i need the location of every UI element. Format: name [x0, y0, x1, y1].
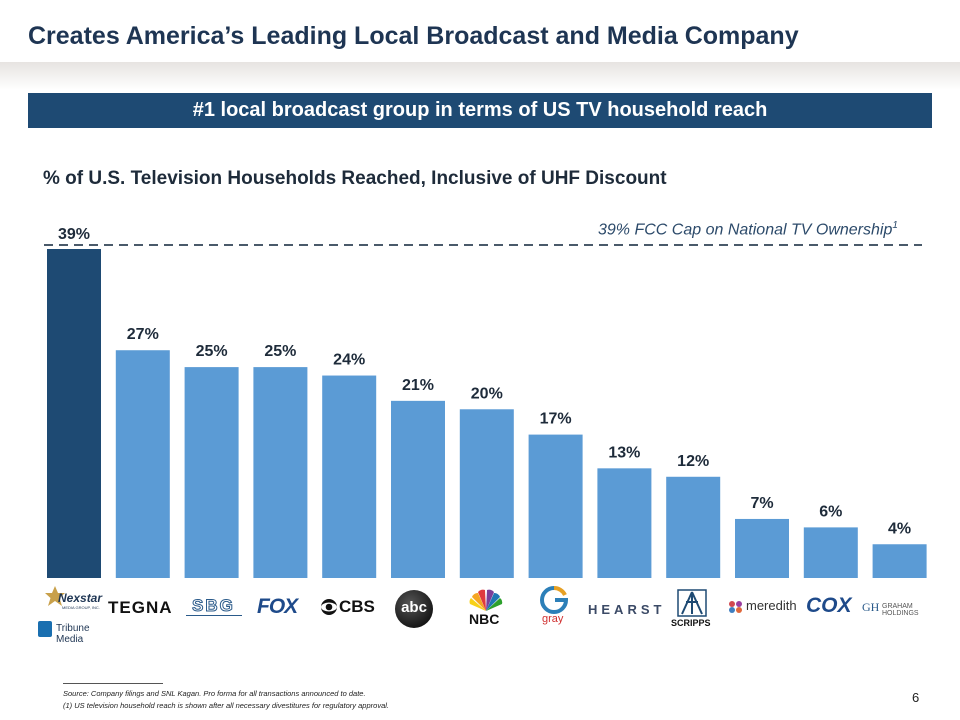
bar-0 [47, 249, 101, 578]
bar-9 [666, 476, 721, 578]
bar-6 [459, 409, 514, 578]
tribune-logo-text: Tribune Media [56, 623, 90, 645]
headline-banner: #1 local broadcast group in terms of US … [28, 93, 932, 128]
meredith-mark-icon [729, 601, 742, 613]
sbg-logo-text: SBG [192, 596, 235, 616]
fox-logo: FOX [257, 595, 298, 618]
page-number: 6 [912, 690, 920, 705]
bar-label-10: 7% [750, 495, 773, 512]
graham-holdings-logo: GH GRAHAM HOLDINGS [862, 600, 938, 617]
graham-holdings-mark: GH [862, 600, 880, 614]
source-note: Source: Company filings and SNL Kagan. P… [63, 689, 366, 698]
bar-label-5: 21% [402, 377, 434, 394]
nexstar-star-icon [45, 586, 65, 606]
tegna-logo: TEGNA [108, 598, 173, 617]
page-title: Creates America’s Leading Local Broadcas… [28, 22, 799, 50]
bar-label-6: 20% [471, 385, 503, 402]
bar-label-3: 25% [264, 343, 296, 360]
scripps-lighthouse-icon [677, 589, 707, 617]
bar-7 [528, 434, 583, 578]
bar-1 [115, 350, 170, 578]
meredith-logo: meredith [728, 598, 800, 616]
scripps-logo: SCRIPPS [670, 588, 714, 630]
cbs-logo: CBS [320, 597, 378, 619]
tribune-logo: Tribune Media [38, 621, 118, 645]
sbg-logo: SBG [186, 596, 244, 618]
chart-title: % of U.S. Television Households Reached,… [43, 168, 667, 189]
nexstar-logo-text: Nexstar [58, 591, 103, 605]
bar-label-8: 13% [608, 444, 640, 461]
bar-2 [184, 367, 239, 578]
bar-3 [253, 367, 308, 578]
gray-logo: gray [538, 585, 570, 628]
bar-label-9: 12% [677, 453, 709, 470]
fcc-cap-footnote-marker: 1 [892, 220, 898, 231]
bar-4 [322, 375, 377, 578]
nbc-logo: NBC [466, 589, 506, 629]
hearst-logo: HEARST [588, 602, 666, 617]
bar-11 [803, 527, 858, 578]
nbc-logo-text: NBC [469, 611, 500, 627]
nbc-peacock-icon [469, 589, 503, 611]
title-shadow [0, 62, 960, 90]
bar-label-11: 6% [819, 503, 842, 520]
bar-10 [735, 518, 789, 578]
bar-8 [597, 468, 652, 578]
bar-5 [391, 400, 445, 578]
nexstar-logo: Nexstar MEDIA GROUP, INC. [44, 585, 104, 613]
fcc-cap-label: 39% FCC Cap on National TV Ownership1 [598, 220, 898, 239]
footnote-1: (1) US television household reach is sho… [63, 701, 389, 710]
bar-label-2: 25% [196, 343, 228, 360]
sbg-logo-underline [186, 615, 242, 616]
footnote-divider [63, 683, 163, 684]
tribune-t-icon [38, 621, 52, 637]
meredith-logo-text: meredith [746, 598, 797, 613]
nexstar-logo-subtext: MEDIA GROUP, INC. [62, 605, 100, 610]
abc-logo-text: abc [401, 599, 427, 616]
bar-label-12: 4% [888, 520, 911, 537]
cbs-eye-icon [321, 599, 337, 615]
fcc-cap-text: 39% FCC Cap on National TV Ownership [598, 221, 893, 239]
bar-label-7: 17% [540, 411, 572, 428]
graham-holdings-text: GRAHAM HOLDINGS [882, 603, 919, 617]
bar-label-1: 27% [127, 326, 159, 343]
cox-logo: COX [806, 594, 852, 617]
scripps-logo-text: SCRIPPS [671, 618, 711, 628]
bar-label-0: 39% [58, 226, 90, 243]
bar-12 [872, 544, 927, 578]
abc-logo: abc [395, 590, 433, 628]
cbs-logo-text: CBS [339, 597, 375, 616]
gray-logo-text: gray [542, 613, 564, 625]
bar-label-4: 24% [333, 352, 365, 369]
gray-g-icon [540, 585, 569, 614]
